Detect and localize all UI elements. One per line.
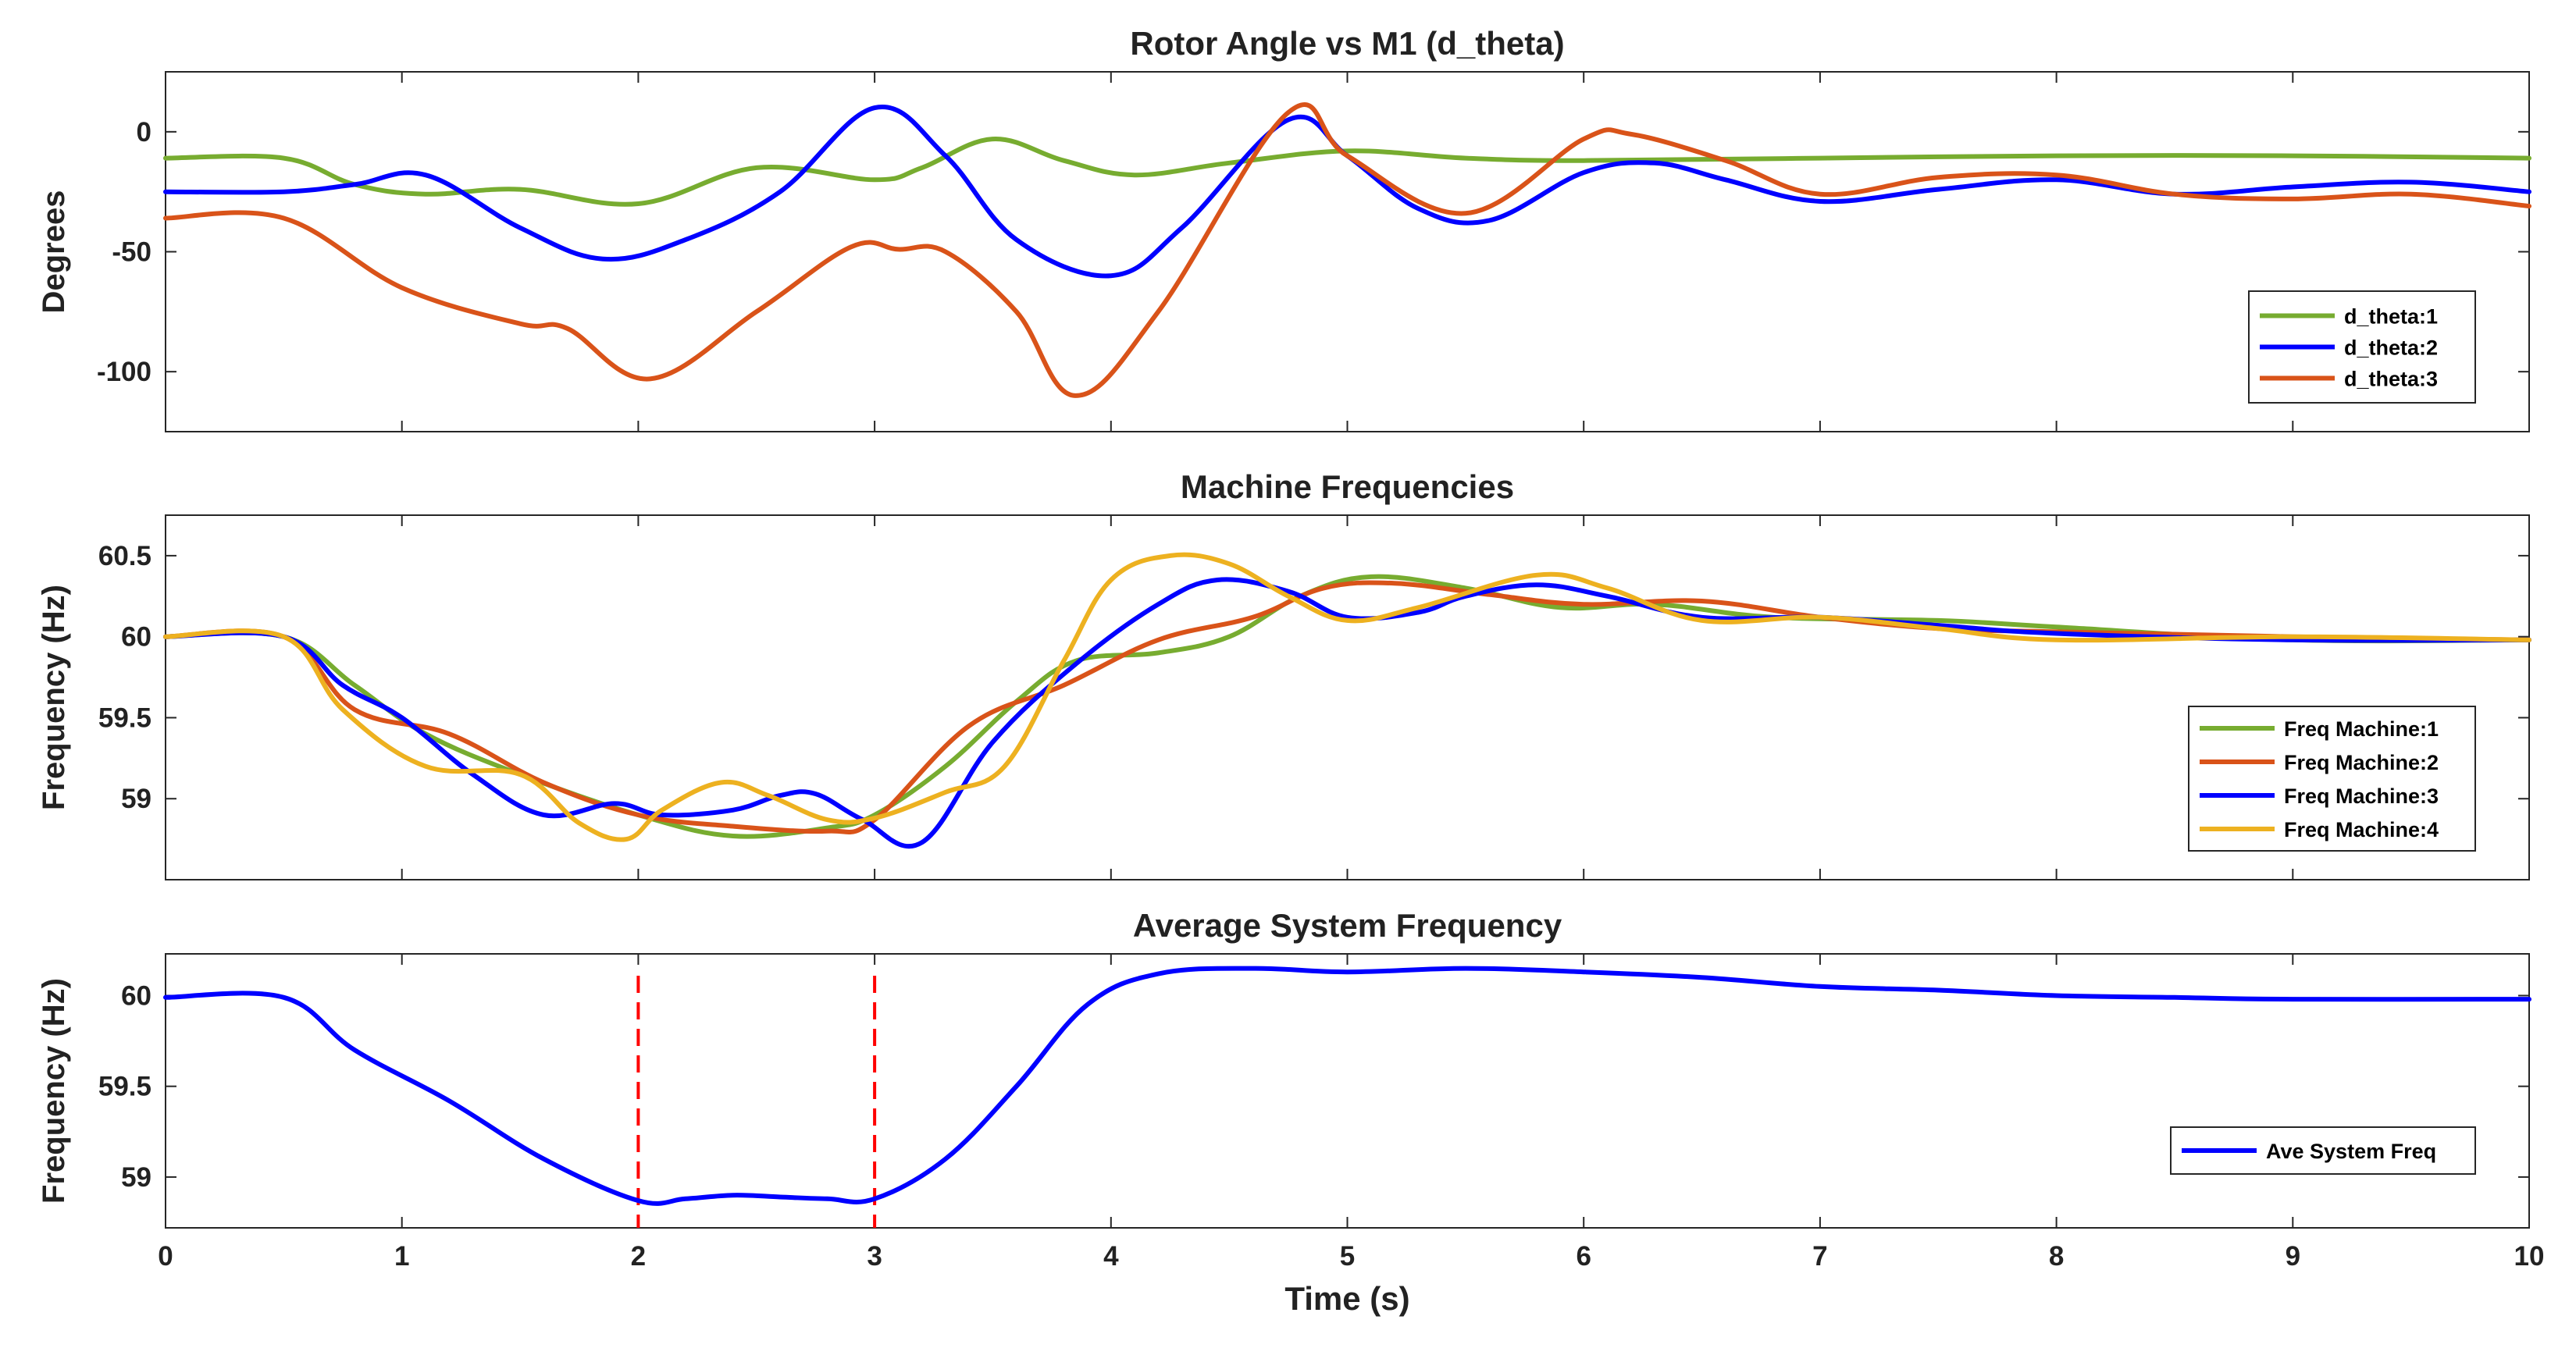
x-tick-label: 0 bbox=[158, 1241, 173, 1272]
y-axis-label: Frequency (Hz) bbox=[37, 585, 71, 810]
x-tick-label: 9 bbox=[2286, 1241, 2300, 1272]
legend-label: d_theta:2 bbox=[2344, 336, 2438, 360]
panel-title: Machine Frequencies bbox=[1181, 468, 1514, 505]
x-tick-label: 4 bbox=[1103, 1241, 1119, 1272]
x-tick-label: 7 bbox=[1812, 1241, 1827, 1272]
y-tick-label: 0 bbox=[137, 117, 151, 148]
x-tick-label: 3 bbox=[867, 1241, 882, 1272]
x-axis-label: Time (s) bbox=[1284, 1280, 1409, 1317]
legend-label: Freq Machine:2 bbox=[2284, 751, 2439, 774]
legend-label: Ave System Freq bbox=[2266, 1140, 2436, 1163]
panel-title: Rotor Angle vs M1 (d_theta) bbox=[1130, 25, 1564, 62]
series-line bbox=[163, 966, 2531, 1206]
panel-title: Average System Frequency bbox=[1133, 907, 1562, 944]
series-line bbox=[163, 552, 2531, 842]
legend: d_theta:1 d_theta:2 d_theta:3 bbox=[2248, 290, 2476, 404]
y-tick-label: -100 bbox=[97, 357, 151, 387]
x-tick-label: 6 bbox=[1576, 1241, 1591, 1272]
series-line bbox=[163, 104, 2531, 279]
legend-label: Freq Machine:1 bbox=[2284, 717, 2439, 741]
y-tick-label: 60 bbox=[121, 622, 151, 653]
y-tick-label: 60.5 bbox=[98, 541, 151, 571]
y-tick-label: 59 bbox=[121, 1162, 151, 1193]
series-line bbox=[163, 137, 2531, 207]
axes-box bbox=[165, 953, 2530, 1229]
legend-label: Freq Machine:3 bbox=[2284, 784, 2439, 808]
y-tick-label: -50 bbox=[112, 237, 151, 268]
y-tick-label: 59 bbox=[121, 784, 151, 814]
axes-box bbox=[165, 71, 2530, 432]
x-tick-label: 8 bbox=[2049, 1241, 2064, 1272]
series-line bbox=[163, 101, 2531, 398]
legend: Freq Machine:1 Freq Machine:2 Freq Machine… bbox=[2188, 706, 2476, 852]
axes-box bbox=[165, 514, 2530, 880]
x-tick-label: 1 bbox=[394, 1241, 409, 1272]
legend-label: Freq Machine:4 bbox=[2284, 818, 2439, 841]
y-tick-label: 59.5 bbox=[98, 703, 151, 733]
panel-2: 60.5 60 59.5 59 Machine Frequencies Frequency… bbox=[37, 468, 2531, 880]
legend-label: d_theta:1 bbox=[2344, 305, 2438, 329]
y-tick-label: 59.5 bbox=[98, 1072, 151, 1102]
x-tick-label: 10 bbox=[2514, 1241, 2545, 1272]
y-tick-label: 60 bbox=[121, 980, 151, 1011]
x-tick-label: 5 bbox=[1340, 1241, 1355, 1272]
y-axis-label: Degrees bbox=[37, 190, 71, 314]
legend: Ave System Freq bbox=[2170, 1126, 2476, 1175]
panel-1: 0 -50 -100 Rotor Angle vs M1 (d_theta) Degre… bbox=[37, 25, 2531, 432]
x-tick-label: 2 bbox=[631, 1241, 646, 1272]
y-axis-label: Frequency (Hz) bbox=[37, 978, 71, 1204]
legend-label: d_theta:3 bbox=[2344, 368, 2438, 391]
